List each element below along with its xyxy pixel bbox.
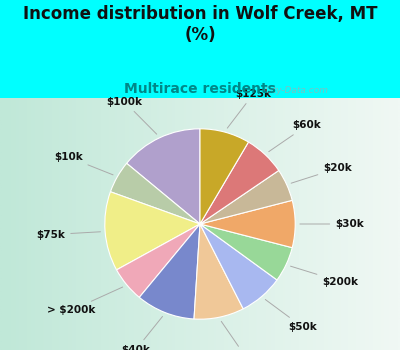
Wedge shape — [139, 224, 200, 319]
Wedge shape — [127, 129, 200, 224]
Wedge shape — [200, 224, 277, 309]
Wedge shape — [105, 192, 200, 270]
Wedge shape — [200, 200, 295, 248]
Wedge shape — [116, 224, 200, 298]
Text: $200k: $200k — [290, 266, 358, 287]
Text: Multirace residents: Multirace residents — [124, 82, 276, 96]
Text: $60k: $60k — [269, 120, 321, 152]
Text: $75k: $75k — [36, 230, 100, 240]
Wedge shape — [200, 170, 292, 224]
Text: $100k: $100k — [106, 97, 157, 134]
Wedge shape — [194, 224, 243, 319]
Wedge shape — [110, 163, 200, 224]
Wedge shape — [200, 142, 279, 224]
Wedge shape — [200, 224, 292, 280]
Text: $125k: $125k — [227, 89, 272, 128]
Text: $10k: $10k — [54, 152, 113, 175]
Text: $150k: $150k — [221, 321, 264, 350]
Text: > $200k: > $200k — [48, 287, 123, 315]
Text: City-Data.com: City-Data.com — [264, 86, 328, 95]
Text: $20k: $20k — [291, 163, 352, 183]
Text: $40k: $40k — [121, 316, 162, 350]
Text: $30k: $30k — [300, 219, 364, 229]
Wedge shape — [200, 129, 248, 224]
Text: Income distribution in Wolf Creek, MT
(%): Income distribution in Wolf Creek, MT (%… — [23, 5, 377, 44]
Text: $50k: $50k — [265, 300, 316, 332]
